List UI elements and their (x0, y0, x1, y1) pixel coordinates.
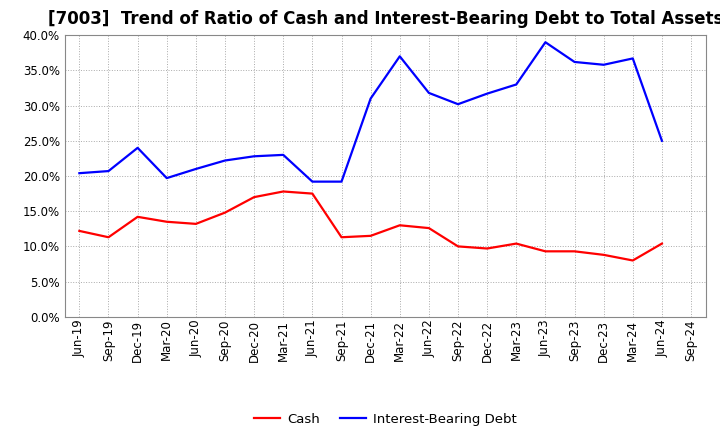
Cash (483, 246, 492, 251)
Cash (395, 223, 404, 228)
Interest-Bearing Debt (599, 62, 608, 67)
Cash (366, 233, 375, 238)
Cash (163, 219, 171, 224)
Cash (657, 241, 666, 246)
Interest-Bearing Debt (337, 179, 346, 184)
Cash (308, 191, 317, 196)
Cash (541, 249, 550, 254)
Interest-Bearing Debt (75, 171, 84, 176)
Cash (279, 189, 287, 194)
Interest-Bearing Debt (308, 179, 317, 184)
Cash (570, 249, 579, 254)
Cash (425, 225, 433, 231)
Interest-Bearing Debt (512, 82, 521, 87)
Interest-Bearing Debt (133, 145, 142, 150)
Cash (512, 241, 521, 246)
Interest-Bearing Debt (220, 158, 229, 163)
Interest-Bearing Debt (629, 56, 637, 61)
Legend: Cash, Interest-Bearing Debt: Cash, Interest-Bearing Debt (249, 408, 521, 432)
Interest-Bearing Debt (366, 96, 375, 101)
Cash (133, 214, 142, 220)
Interest-Bearing Debt (425, 90, 433, 95)
Interest-Bearing Debt (454, 102, 462, 107)
Cash (250, 194, 258, 200)
Cash (454, 244, 462, 249)
Interest-Bearing Debt (570, 59, 579, 65)
Cash (337, 235, 346, 240)
Interest-Bearing Debt (657, 138, 666, 143)
Cash (629, 258, 637, 263)
Interest-Bearing Debt (541, 40, 550, 45)
Cash (75, 228, 84, 234)
Line: Interest-Bearing Debt: Interest-Bearing Debt (79, 42, 662, 182)
Line: Cash: Cash (79, 191, 662, 260)
Interest-Bearing Debt (483, 91, 492, 96)
Interest-Bearing Debt (192, 166, 200, 172)
Cash (192, 221, 200, 227)
Title: [7003]  Trend of Ratio of Cash and Interest-Bearing Debt to Total Assets: [7003] Trend of Ratio of Cash and Intere… (48, 10, 720, 28)
Interest-Bearing Debt (395, 54, 404, 59)
Cash (220, 210, 229, 215)
Interest-Bearing Debt (250, 154, 258, 159)
Interest-Bearing Debt (279, 152, 287, 158)
Cash (599, 252, 608, 257)
Interest-Bearing Debt (104, 169, 113, 174)
Interest-Bearing Debt (163, 176, 171, 181)
Cash (104, 235, 113, 240)
